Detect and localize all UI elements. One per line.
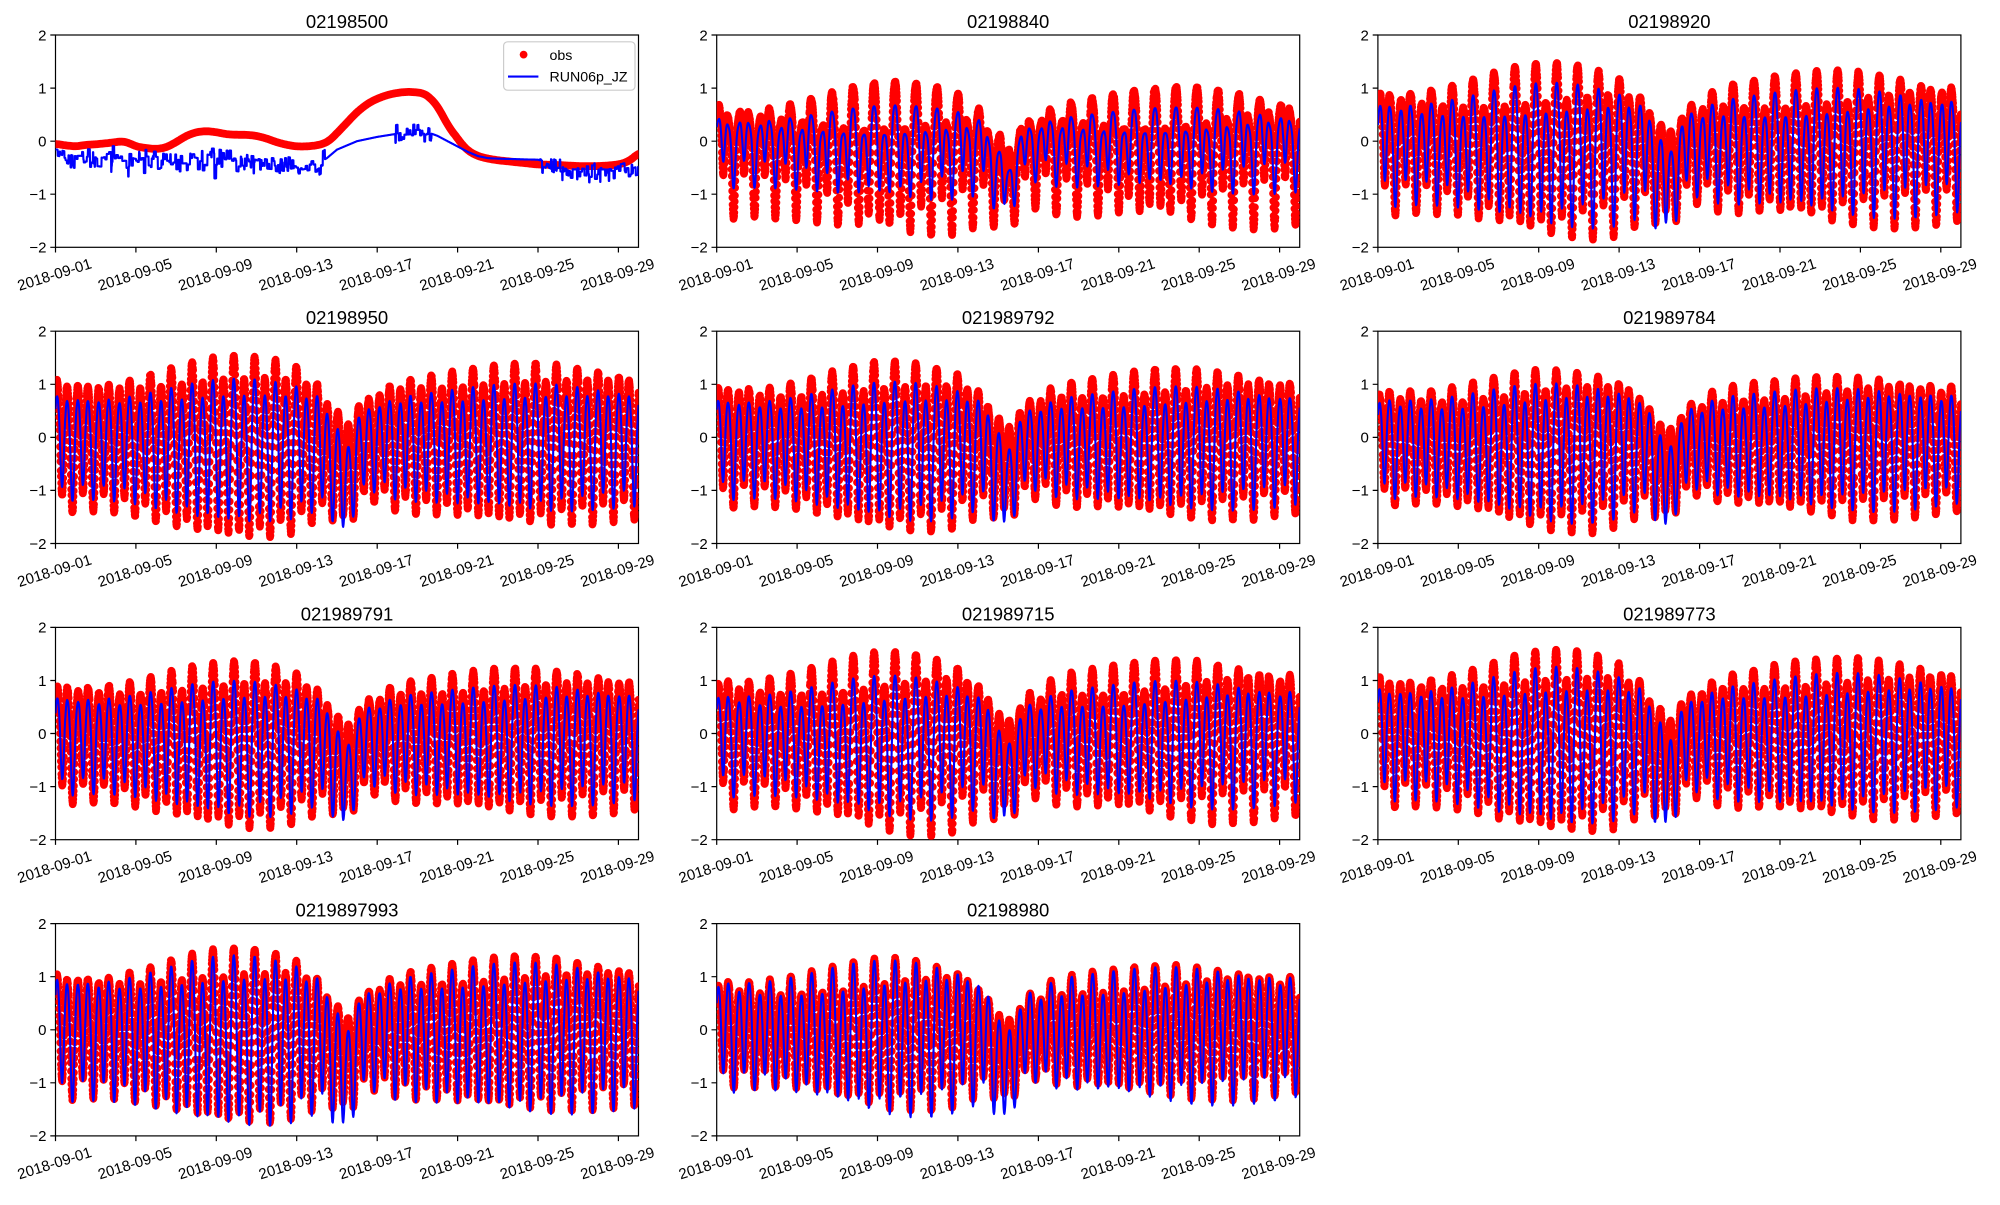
svg-text:2: 2 xyxy=(38,620,46,637)
svg-text:1: 1 xyxy=(699,80,707,97)
svg-text:2: 2 xyxy=(699,324,707,341)
svg-text:−1: −1 xyxy=(29,187,46,204)
svg-text:02198920: 02198920 xyxy=(1628,11,1710,32)
svg-text:1: 1 xyxy=(699,377,707,394)
svg-text:0: 0 xyxy=(1361,430,1369,447)
svg-text:2: 2 xyxy=(1361,27,1369,44)
svg-text:0: 0 xyxy=(699,726,707,743)
svg-text:021989792: 021989792 xyxy=(962,307,1055,328)
svg-text:0: 0 xyxy=(1361,134,1369,151)
svg-text:1: 1 xyxy=(1361,377,1369,394)
svg-text:−2: −2 xyxy=(691,240,708,257)
svg-text:2: 2 xyxy=(699,27,707,44)
svg-text:1: 1 xyxy=(38,377,46,394)
svg-text:−2: −2 xyxy=(29,240,46,257)
svg-text:0219897993: 0219897993 xyxy=(296,900,399,921)
svg-text:−2: −2 xyxy=(29,536,46,553)
svg-text:−2: −2 xyxy=(1352,536,1369,553)
svg-text:2: 2 xyxy=(699,620,707,637)
svg-text:02198980: 02198980 xyxy=(967,900,1049,921)
svg-text:−2: −2 xyxy=(691,832,708,849)
svg-text:2: 2 xyxy=(38,324,46,341)
svg-text:1: 1 xyxy=(1361,673,1369,690)
svg-text:obs: obs xyxy=(550,48,573,64)
svg-text:0: 0 xyxy=(38,430,46,447)
svg-text:−1: −1 xyxy=(29,483,46,500)
svg-text:0: 0 xyxy=(38,726,46,743)
svg-text:1: 1 xyxy=(38,80,46,97)
svg-text:−1: −1 xyxy=(29,779,46,796)
svg-text:021989791: 021989791 xyxy=(301,603,394,624)
svg-text:−1: −1 xyxy=(691,1075,708,1092)
svg-text:2: 2 xyxy=(38,27,46,44)
svg-text:0: 0 xyxy=(699,430,707,447)
svg-text:02198840: 02198840 xyxy=(967,11,1049,32)
svg-text:021989784: 021989784 xyxy=(1623,307,1716,328)
svg-text:2: 2 xyxy=(699,916,707,933)
svg-text:0: 0 xyxy=(38,1022,46,1039)
svg-text:021989773: 021989773 xyxy=(1623,603,1716,624)
svg-text:2: 2 xyxy=(38,916,46,933)
svg-text:1: 1 xyxy=(699,673,707,690)
svg-text:−2: −2 xyxy=(1352,240,1369,257)
svg-text:−2: −2 xyxy=(29,832,46,849)
svg-text:1: 1 xyxy=(699,969,707,986)
svg-text:2: 2 xyxy=(1361,324,1369,341)
svg-text:−1: −1 xyxy=(1352,779,1369,796)
svg-text:−1: −1 xyxy=(1352,483,1369,500)
svg-text:021989715: 021989715 xyxy=(962,603,1055,624)
svg-text:−2: −2 xyxy=(691,1128,708,1145)
svg-text:0: 0 xyxy=(699,1022,707,1039)
svg-text:−1: −1 xyxy=(1352,187,1369,204)
svg-text:−1: −1 xyxy=(691,483,708,500)
svg-text:0: 0 xyxy=(38,134,46,151)
svg-text:−1: −1 xyxy=(691,779,708,796)
svg-text:1: 1 xyxy=(1361,80,1369,97)
svg-text:RUN06p_JZ: RUN06p_JZ xyxy=(550,70,628,86)
svg-text:02198950: 02198950 xyxy=(306,307,388,328)
svg-text:−1: −1 xyxy=(29,1075,46,1092)
svg-text:−2: −2 xyxy=(691,536,708,553)
svg-text:02198500: 02198500 xyxy=(306,11,388,32)
svg-text:−1: −1 xyxy=(691,187,708,204)
svg-text:1: 1 xyxy=(38,673,46,690)
svg-text:1: 1 xyxy=(38,969,46,986)
svg-text:0: 0 xyxy=(1361,726,1369,743)
svg-text:−2: −2 xyxy=(29,1128,46,1145)
svg-text:0: 0 xyxy=(699,134,707,151)
svg-text:−2: −2 xyxy=(1352,832,1369,849)
svg-text:2: 2 xyxy=(1361,620,1369,637)
